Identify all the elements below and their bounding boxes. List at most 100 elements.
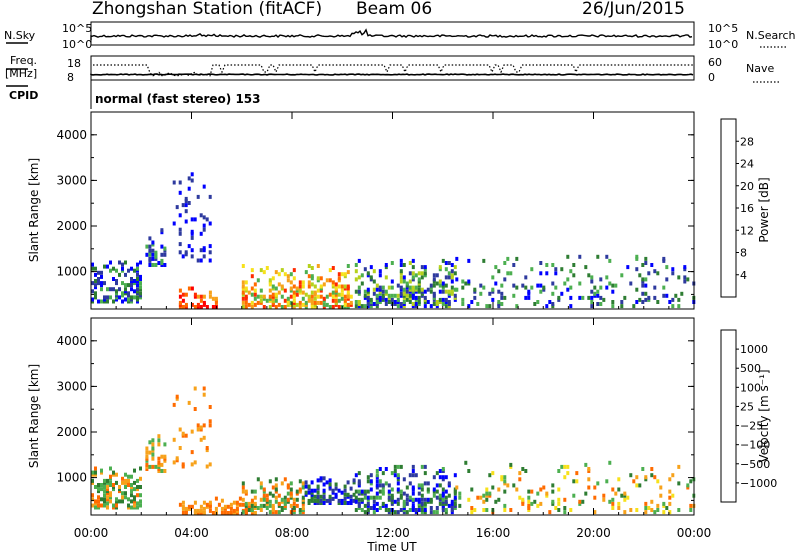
data-cell xyxy=(641,277,645,282)
data-cell xyxy=(438,497,442,502)
data-cell xyxy=(139,291,142,296)
data-cell xyxy=(590,304,594,309)
data-cell xyxy=(292,276,296,281)
data-cell xyxy=(441,506,445,510)
data-cell xyxy=(316,484,320,489)
data-cell xyxy=(160,228,164,233)
velocity-y-label: Slant Range [km] xyxy=(27,364,41,468)
data-cell xyxy=(467,497,471,502)
data-cell xyxy=(357,285,361,290)
power-y-label: Slant Range [km] xyxy=(27,158,41,262)
data-cell xyxy=(539,487,543,492)
data-cell xyxy=(244,280,248,285)
colorbar-tick-label: 24 xyxy=(740,158,754,171)
data-cell xyxy=(286,485,290,490)
data-cell xyxy=(414,273,418,278)
data-cell xyxy=(292,284,296,289)
data-cell xyxy=(441,493,445,498)
freq-tick-bottom: 8 xyxy=(67,71,74,84)
data-cell xyxy=(420,508,424,512)
data-cell xyxy=(488,304,492,309)
data-cell xyxy=(402,477,406,482)
data-cell xyxy=(620,493,624,498)
data-cell xyxy=(301,296,305,301)
data-cell xyxy=(420,275,424,280)
data-cell xyxy=(262,270,266,275)
data-cell xyxy=(100,287,103,292)
data-cell xyxy=(136,297,139,302)
data-cell xyxy=(163,248,167,253)
data-cell xyxy=(184,219,188,224)
data-cell xyxy=(229,502,233,507)
data-cell xyxy=(479,283,483,288)
data-cell xyxy=(372,495,376,500)
data-cell xyxy=(244,305,248,309)
data-cell xyxy=(328,268,332,273)
data-cell xyxy=(100,468,103,473)
data-cell xyxy=(301,481,305,486)
data-cell xyxy=(322,494,326,499)
data-cell xyxy=(453,271,457,276)
data-cell xyxy=(354,473,358,478)
data-cell xyxy=(357,489,361,494)
data-cell xyxy=(175,456,179,461)
data-cell xyxy=(112,299,115,304)
data-cell xyxy=(506,256,510,261)
data-cell xyxy=(438,267,442,272)
data-cell xyxy=(316,300,320,305)
data-cell xyxy=(310,480,314,485)
data-cell xyxy=(280,497,284,502)
data-cell xyxy=(340,292,344,297)
data-cell xyxy=(265,298,269,303)
beam-label: Beam 06 xyxy=(356,0,433,19)
data-cell xyxy=(369,275,373,280)
data-cell xyxy=(411,464,415,469)
data-cell xyxy=(310,294,314,299)
data-cell xyxy=(208,221,212,226)
data-cell xyxy=(665,277,669,282)
data-cell xyxy=(635,508,639,512)
data-cell xyxy=(378,483,382,488)
data-cell xyxy=(438,469,442,473)
data-cell xyxy=(683,267,687,272)
data-cell xyxy=(671,271,675,276)
data-cell xyxy=(393,499,397,504)
data-cell xyxy=(503,503,507,508)
data-cell xyxy=(461,285,465,290)
data-cell xyxy=(435,273,439,278)
data-cell xyxy=(668,300,672,304)
data-cell xyxy=(295,288,299,293)
data-cell xyxy=(509,462,513,467)
data-cell xyxy=(450,506,454,510)
data-cell xyxy=(375,293,379,298)
data-cell xyxy=(596,254,600,259)
data-cell xyxy=(461,297,465,302)
data-cell xyxy=(316,264,320,268)
data-cell xyxy=(328,484,332,489)
data-cell xyxy=(536,503,540,508)
data-cell xyxy=(453,473,457,478)
nave-tick-top: 60 xyxy=(708,56,722,69)
data-cell xyxy=(205,446,209,450)
data-cell xyxy=(118,287,121,292)
data-cell xyxy=(548,510,552,515)
data-cell xyxy=(298,280,302,285)
data-cell xyxy=(118,260,121,265)
data-cell xyxy=(151,442,155,447)
data-cell xyxy=(187,176,191,181)
data-cell xyxy=(551,291,555,296)
data-cell xyxy=(181,511,185,515)
data-cell xyxy=(623,510,627,515)
data-cell xyxy=(298,508,302,512)
data-cell xyxy=(396,297,400,302)
data-cell xyxy=(378,479,382,484)
data-cell xyxy=(512,293,516,298)
colorbar-frame xyxy=(720,118,737,298)
data-cell xyxy=(453,265,457,270)
data-cell xyxy=(488,493,492,498)
data-cell xyxy=(363,495,367,500)
data-cell xyxy=(575,479,579,484)
data-cell xyxy=(405,281,409,286)
data-cell xyxy=(450,263,454,267)
data-cell xyxy=(151,464,155,469)
